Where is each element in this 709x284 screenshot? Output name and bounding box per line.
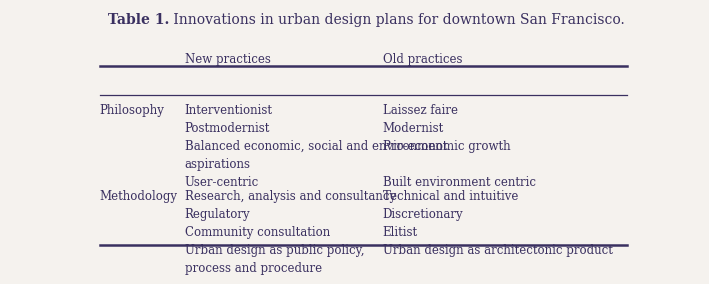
Text: Built environment centric: Built environment centric bbox=[383, 176, 535, 189]
Text: Elitist: Elitist bbox=[383, 226, 418, 239]
Text: Modernist: Modernist bbox=[383, 122, 444, 135]
Text: Innovations in urban design plans for downtown San Francisco.: Innovations in urban design plans for do… bbox=[169, 13, 625, 27]
Text: Pro-economic growth: Pro-economic growth bbox=[383, 140, 510, 153]
Text: Community consultation: Community consultation bbox=[185, 226, 330, 239]
Text: Old practices: Old practices bbox=[383, 53, 462, 66]
Text: Philosophy: Philosophy bbox=[99, 104, 164, 117]
Text: Laissez faire: Laissez faire bbox=[383, 104, 457, 117]
Text: User-centric: User-centric bbox=[185, 176, 259, 189]
Text: Technical and intuitive: Technical and intuitive bbox=[383, 191, 518, 203]
Text: aspirations: aspirations bbox=[185, 158, 251, 171]
Text: Urban design as architectonic product: Urban design as architectonic product bbox=[383, 244, 613, 257]
Text: New practices: New practices bbox=[185, 53, 271, 66]
Text: Urban design as public policy,: Urban design as public policy, bbox=[185, 244, 364, 257]
Text: process and procedure: process and procedure bbox=[185, 262, 322, 275]
Text: Discretionary: Discretionary bbox=[383, 208, 463, 221]
Text: Table 1.: Table 1. bbox=[108, 13, 169, 27]
Text: Postmodernist: Postmodernist bbox=[185, 122, 270, 135]
Text: Regulatory: Regulatory bbox=[185, 208, 250, 221]
Text: Methodology: Methodology bbox=[99, 191, 178, 203]
Text: Research, analysis and consultancy: Research, analysis and consultancy bbox=[185, 191, 396, 203]
Text: Balanced economic, social and environment: Balanced economic, social and environmen… bbox=[185, 140, 447, 153]
Text: Interventionist: Interventionist bbox=[185, 104, 273, 117]
